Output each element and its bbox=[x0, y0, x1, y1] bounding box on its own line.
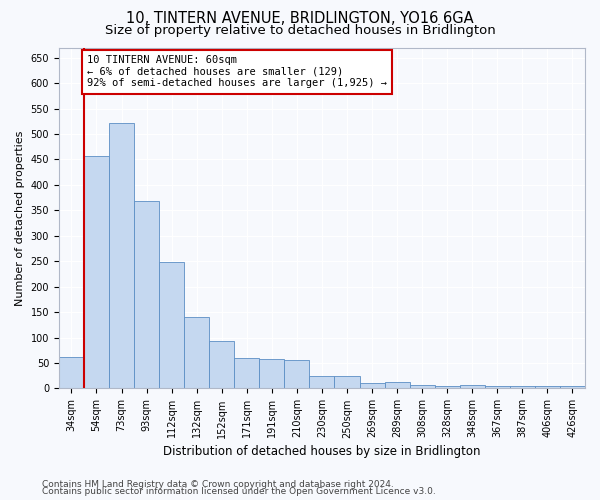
Bar bbox=[310, 376, 334, 388]
X-axis label: Distribution of detached houses by size in Bridlington: Distribution of detached houses by size … bbox=[163, 444, 481, 458]
Bar bbox=[359, 384, 385, 388]
Text: 10 TINTERN AVENUE: 60sqm
← 6% of detached houses are smaller (129)
92% of semi-d: 10 TINTERN AVENUE: 60sqm ← 6% of detache… bbox=[87, 55, 387, 88]
Bar bbox=[535, 386, 560, 388]
Text: Contains HM Land Registry data © Crown copyright and database right 2024.: Contains HM Land Registry data © Crown c… bbox=[42, 480, 394, 489]
Bar bbox=[385, 382, 410, 388]
Bar bbox=[184, 317, 209, 388]
Text: 10, TINTERN AVENUE, BRIDLINGTON, YO16 6GA: 10, TINTERN AVENUE, BRIDLINGTON, YO16 6G… bbox=[126, 11, 474, 26]
Bar bbox=[59, 357, 84, 388]
Bar bbox=[460, 386, 485, 388]
Bar bbox=[434, 386, 460, 388]
Bar bbox=[485, 386, 510, 388]
Bar bbox=[560, 386, 585, 388]
Bar bbox=[234, 358, 259, 388]
Bar bbox=[159, 262, 184, 388]
Text: Size of property relative to detached houses in Bridlington: Size of property relative to detached ho… bbox=[104, 24, 496, 37]
Bar bbox=[410, 385, 434, 388]
Bar bbox=[334, 376, 359, 388]
Y-axis label: Number of detached properties: Number of detached properties bbox=[15, 130, 25, 306]
Text: Contains public sector information licensed under the Open Government Licence v3: Contains public sector information licen… bbox=[42, 488, 436, 496]
Bar bbox=[134, 200, 159, 388]
Bar bbox=[209, 340, 234, 388]
Bar bbox=[510, 386, 535, 388]
Bar bbox=[259, 360, 284, 388]
Bar bbox=[84, 156, 109, 388]
Bar bbox=[284, 360, 310, 388]
Bar bbox=[109, 124, 134, 388]
